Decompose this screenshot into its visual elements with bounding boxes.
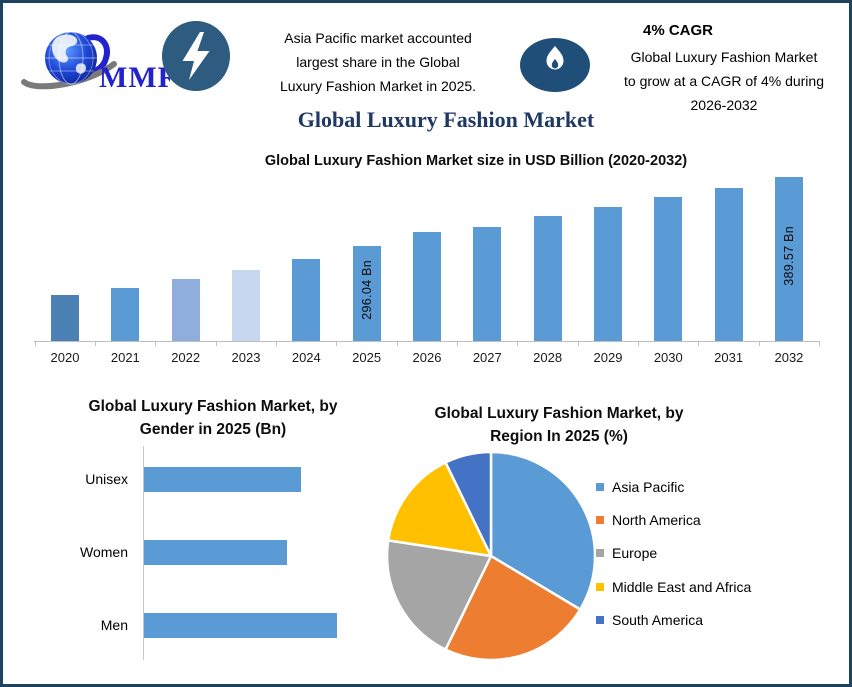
x-tick-label-2031: 2031 bbox=[714, 350, 744, 365]
mmr-logo: MMR bbox=[21, 31, 170, 94]
bar-2023 bbox=[231, 270, 260, 342]
legend-swatch-icon bbox=[596, 482, 604, 491]
logo-gray-swoosh bbox=[21, 61, 117, 90]
pie-slice-asia-pacific bbox=[489, 450, 597, 611]
x-tick-label-2028: 2028 bbox=[533, 350, 563, 365]
x-axis-tick bbox=[276, 342, 278, 346]
highlight-right-line1: Global Luxury Fashion Market bbox=[630, 49, 818, 65]
bar-2027 bbox=[473, 227, 502, 342]
bar-2021 bbox=[111, 288, 140, 342]
bar-2022 bbox=[171, 279, 200, 342]
gender-bar-unisex bbox=[144, 467, 301, 492]
logo-text: MMR bbox=[99, 61, 170, 94]
gender-bar-men bbox=[144, 613, 337, 638]
legend-label: Europe bbox=[612, 545, 658, 562]
x-axis-tick bbox=[396, 342, 398, 346]
region-legend: Asia Pacific North America Europe Middle Ea… bbox=[596, 470, 848, 637]
gender-bar-women bbox=[144, 540, 287, 565]
x-tick-label-2025: 2025 bbox=[352, 350, 382, 365]
highlight-left-line1: Asia Pacific market accounted bbox=[284, 30, 472, 46]
highlight-left-line2: largest share in the Global bbox=[296, 54, 460, 70]
gender-chart-title: Global Luxury Fashion Market, by Gender … bbox=[88, 398, 338, 438]
x-axis-tick bbox=[457, 342, 459, 346]
gender-label-men: Men bbox=[100, 616, 128, 633]
highlight-right-line2: to grow at a CAGR of 4% during bbox=[624, 73, 824, 89]
x-axis-tick bbox=[819, 342, 821, 346]
legend-label: Asia Pacific bbox=[612, 478, 685, 495]
pie-slice-europe bbox=[385, 539, 493, 651]
x-tick-label-2022: 2022 bbox=[171, 350, 201, 365]
cagr-heading: 4% CAGR bbox=[642, 22, 713, 39]
x-axis-tick bbox=[336, 342, 338, 346]
legend-item-europe: Europe bbox=[596, 537, 848, 570]
x-axis-tick bbox=[155, 342, 157, 346]
logo-blue-swoosh bbox=[85, 34, 110, 75]
legend-label: North America bbox=[612, 512, 701, 529]
x-axis-tick bbox=[34, 342, 36, 346]
legend-label: South America bbox=[612, 612, 704, 629]
x-tick-label-2024: 2024 bbox=[291, 350, 321, 365]
x-axis-tick bbox=[698, 342, 700, 346]
bar-2030 bbox=[654, 197, 683, 342]
bar-2025 bbox=[352, 246, 381, 342]
gender-label-unisex: Unisex bbox=[85, 470, 128, 487]
highlight-right-line3: 2026-2032 bbox=[690, 97, 758, 113]
bar-2032 bbox=[774, 177, 803, 342]
annual-chart-title: Global Luxury Fashion Market size in USD… bbox=[264, 153, 688, 169]
x-axis-tick bbox=[577, 342, 579, 346]
legend-swatch-icon bbox=[596, 616, 604, 625]
flame-icon bbox=[520, 38, 590, 92]
page-title: Global Luxury Fashion Market bbox=[297, 107, 595, 132]
x-axis-tick bbox=[95, 342, 97, 346]
x-tick-label-2020: 2020 bbox=[50, 350, 80, 365]
legend-swatch-icon bbox=[596, 549, 604, 558]
x-tick-label-2027: 2027 bbox=[472, 350, 502, 365]
x-axis-line bbox=[34, 341, 820, 342]
bar-2020 bbox=[51, 295, 79, 342]
x-tick-label-2032: 2032 bbox=[774, 350, 804, 365]
legend-swatch-icon bbox=[596, 516, 604, 525]
legend-item-south-america: South America bbox=[596, 604, 848, 637]
bar-2031 bbox=[714, 188, 743, 342]
legend-item-north-america: North America bbox=[596, 503, 848, 536]
x-axis-tick bbox=[758, 342, 760, 346]
x-axis-tick bbox=[638, 342, 640, 346]
x-tick-label-2021: 2021 bbox=[110, 350, 140, 365]
globe-continent bbox=[52, 34, 78, 63]
region-pie bbox=[385, 450, 597, 662]
pie-slice-south-america bbox=[444, 450, 493, 558]
bar-2029 bbox=[593, 207, 622, 342]
bar-value-label-2032: 389.57 Bn bbox=[781, 225, 796, 286]
highlight-left-text: Asia Pacific market accounted largest sh… bbox=[256, 26, 500, 98]
lightning-icon bbox=[162, 21, 230, 91]
legend-item-middle-east-and-africa: Middle East and Africa bbox=[596, 570, 848, 603]
x-axis-tick bbox=[517, 342, 519, 346]
legend-label: Middle East and Africa bbox=[612, 578, 752, 595]
gender-axis-line bbox=[143, 446, 144, 660]
bar-2028 bbox=[533, 216, 562, 342]
bar-value-label-2025: 296.04 Bn bbox=[359, 260, 374, 320]
highlight-right-text: Global Luxury Fashion Market to grow at … bbox=[601, 45, 847, 117]
x-tick-label-2023: 2023 bbox=[231, 350, 261, 365]
legend-item-asia-pacific: Asia Pacific bbox=[596, 470, 848, 503]
x-tick-label-2029: 2029 bbox=[593, 350, 623, 365]
bar-2026 bbox=[412, 232, 441, 342]
pie-slice-middle-east-and-africa bbox=[386, 461, 493, 558]
gender-label-women: Women bbox=[80, 543, 128, 560]
legend-swatch-icon bbox=[596, 582, 604, 591]
highlight-left-line3: Luxury Fashion Market in 2025. bbox=[279, 78, 477, 94]
region-chart-title: Global Luxury Fashion Market, by Region … bbox=[434, 405, 684, 445]
x-axis-tick bbox=[215, 342, 217, 346]
x-tick-label-2026: 2026 bbox=[412, 350, 442, 365]
x-tick-label-2030: 2030 bbox=[653, 350, 683, 365]
bar-2024 bbox=[292, 259, 321, 342]
